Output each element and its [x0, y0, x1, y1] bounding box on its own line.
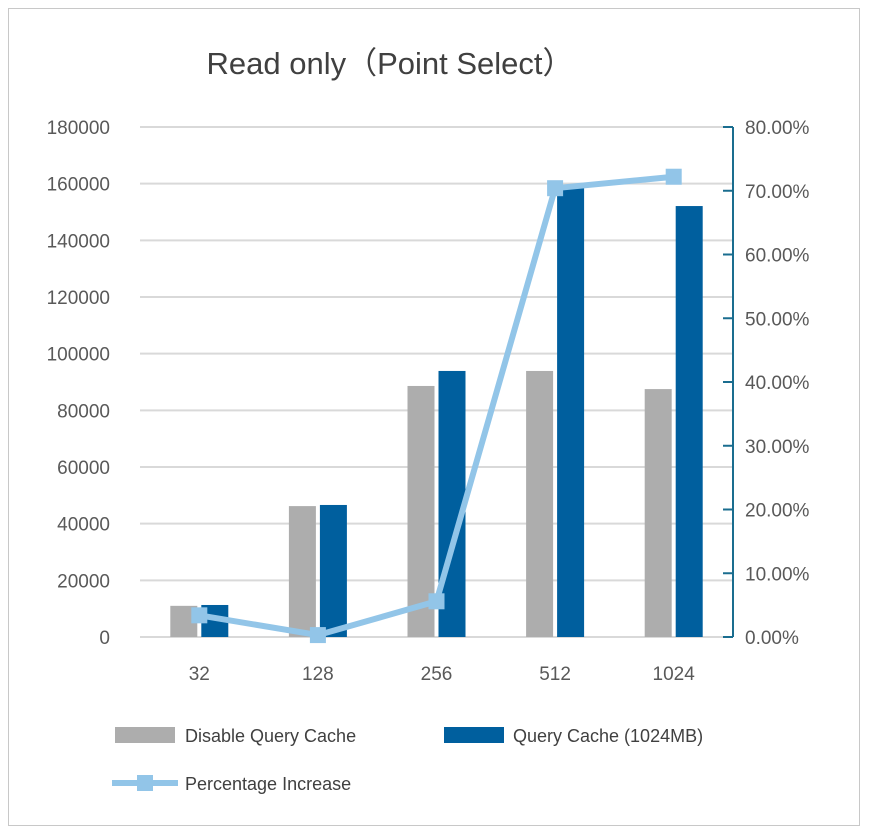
- y2-tick-label: 80.00%: [745, 118, 810, 139]
- y-tick-label: 140000: [47, 231, 110, 252]
- legend-label-disable-query-cache: Disable Query Cache: [185, 726, 356, 746]
- percentage-increase-marker-128: [309, 627, 326, 644]
- y2-tick-label: 70.00%: [745, 182, 810, 203]
- percentage-increase-marker-1024: [665, 168, 682, 185]
- legend-marker-percentage-increase: [137, 775, 153, 791]
- bar-query-cache-128: [319, 504, 347, 637]
- bar-query-cache-512: [557, 187, 585, 638]
- legend-label-query-cache: Query Cache (1024MB): [513, 726, 703, 746]
- x-tick-label: 256: [421, 664, 453, 685]
- y-tick-label: 180000: [47, 118, 110, 139]
- y-tick-label: 40000: [57, 515, 110, 536]
- chart-frame: [8, 8, 860, 826]
- bar-query-cache-256: [438, 370, 466, 637]
- y2-tick-label: 20.00%: [745, 501, 810, 522]
- bar-disable-query-cache-1024: [644, 389, 672, 637]
- y-tick-label: 60000: [57, 458, 110, 479]
- percentage-increase-marker-512: [547, 180, 564, 197]
- y-tick-label: 80000: [57, 401, 110, 422]
- bar-query-cache-1024: [675, 206, 703, 638]
- y2-tick-label: 40.00%: [745, 373, 810, 394]
- y-tick-label: 100000: [47, 345, 110, 366]
- x-tick-label: 32: [189, 664, 210, 685]
- chart-title: Read only（Point Select）: [206, 46, 573, 81]
- percentage-increase-marker-32: [191, 607, 208, 624]
- percentage-increase-marker-256: [428, 593, 445, 610]
- y-tick-label: 20000: [57, 571, 110, 592]
- y-tick-label: 160000: [47, 175, 110, 196]
- y-tick-label: 120000: [47, 288, 110, 309]
- y2-tick-label: 0.00%: [745, 628, 799, 649]
- legend-swatch-disable-query-cache: [115, 727, 175, 743]
- bar-disable-query-cache-512: [526, 370, 554, 637]
- x-tick-label: 512: [539, 664, 571, 685]
- percentage-increase-line: [198, 173, 674, 639]
- x-tick-label: 128: [302, 664, 334, 685]
- legend-label-percentage-increase: Percentage Increase: [185, 774, 351, 794]
- y2-tick-label: 60.00%: [745, 246, 810, 267]
- x-tick-label: 1024: [653, 664, 696, 685]
- y2-tick-label: 10.00%: [745, 564, 810, 585]
- y2-tick-label: 30.00%: [745, 437, 810, 458]
- legend-swatch-query-cache: [444, 727, 504, 743]
- y-tick-label: 0: [99, 628, 110, 649]
- bar-disable-query-cache-128: [288, 506, 316, 637]
- y2-tick-label: 50.00%: [745, 309, 810, 330]
